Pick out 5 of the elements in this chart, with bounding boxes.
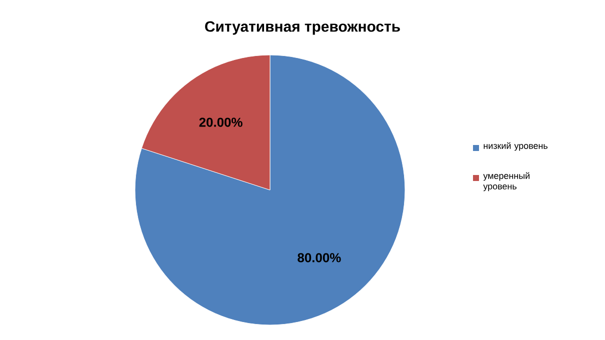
legend-label: низкий уровень: [484, 142, 548, 151]
chart-title: Ситуативная тревожность: [205, 21, 400, 35]
legend-label: умеренный уровень: [483, 172, 530, 192]
data-label: 80.00%: [298, 253, 341, 262]
data-label: 20.00%: [199, 118, 242, 127]
